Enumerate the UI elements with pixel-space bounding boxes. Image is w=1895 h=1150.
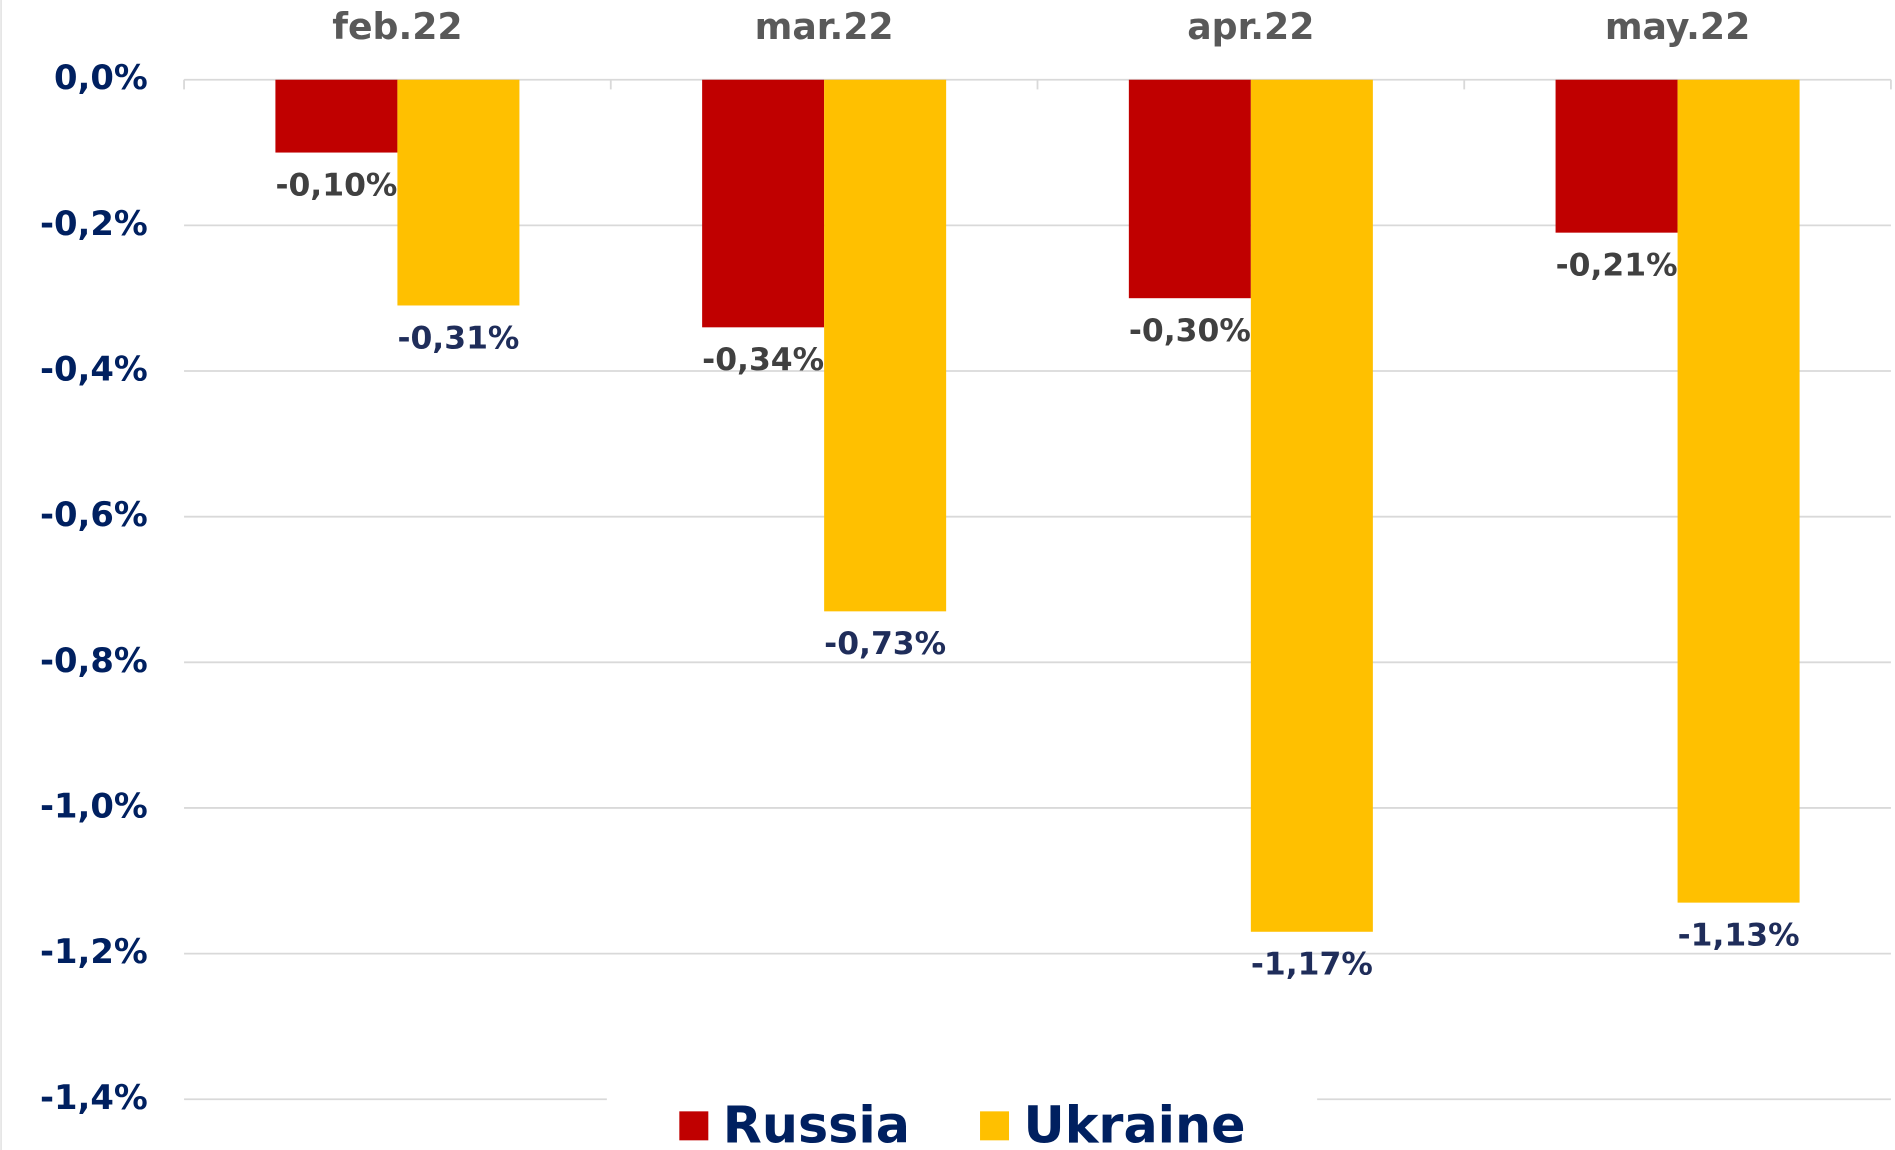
legend-swatch xyxy=(679,1111,709,1141)
y-tick-label: -0,6% xyxy=(40,495,148,534)
legend-label: Russia xyxy=(723,1095,910,1150)
bar xyxy=(824,79,947,612)
data-label: -0,31% xyxy=(397,320,519,356)
data-label: -1,13% xyxy=(1678,917,1800,953)
data-label: -0,10% xyxy=(275,167,397,203)
bar xyxy=(1128,79,1251,299)
y-tick-label: -0,8% xyxy=(40,641,148,680)
y-tick-label: -1,4% xyxy=(40,1078,148,1117)
x-tick-label: mar.22 xyxy=(755,5,894,48)
legend-label: Ukraine xyxy=(1024,1095,1246,1150)
data-label: -0,73% xyxy=(824,626,946,662)
data-label: -0,34% xyxy=(702,342,824,378)
data-label: -1,17% xyxy=(1251,947,1373,983)
bar xyxy=(275,79,398,153)
x-tick-label: may.22 xyxy=(1605,5,1751,48)
bar xyxy=(1555,79,1678,233)
y-tick-label: 0,0% xyxy=(54,58,148,97)
y-tick-label: -1,0% xyxy=(40,786,148,825)
x-tick-label: feb.22 xyxy=(332,5,462,48)
y-tick-label: -1,2% xyxy=(40,932,148,971)
bar xyxy=(702,79,825,328)
x-tick-label: apr.22 xyxy=(1187,5,1314,48)
data-label: -0,21% xyxy=(1556,247,1678,283)
legend-swatch xyxy=(980,1111,1010,1141)
bar xyxy=(1677,79,1800,903)
bar xyxy=(1250,79,1373,932)
y-tick-label: -0,4% xyxy=(40,350,148,389)
bar xyxy=(397,79,520,306)
y-tick-label: -0,2% xyxy=(40,204,148,243)
legend-background xyxy=(606,1087,1318,1150)
data-label: -0,30% xyxy=(1129,313,1251,349)
